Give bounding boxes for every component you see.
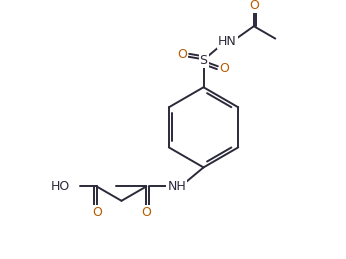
Text: O: O xyxy=(142,206,151,219)
Text: O: O xyxy=(249,0,259,12)
Text: NH: NH xyxy=(167,180,186,193)
Text: HN: HN xyxy=(218,35,237,48)
Text: O: O xyxy=(177,48,188,61)
Text: HO: HO xyxy=(51,180,70,193)
Text: O: O xyxy=(220,62,229,75)
Text: O: O xyxy=(92,206,102,219)
Text: S: S xyxy=(200,54,208,67)
